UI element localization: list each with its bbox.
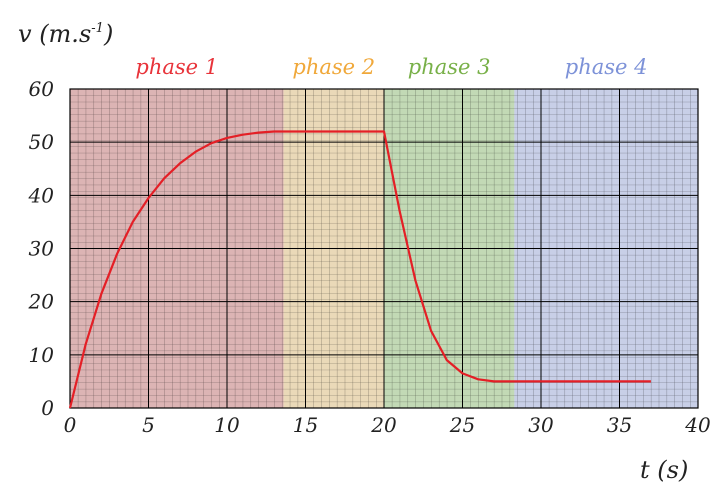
phase-label-1: phase 1 <box>135 55 218 79</box>
x-tick-label: 10 <box>214 413 240 437</box>
y-tick-label: 0 <box>41 396 54 420</box>
x-axis-title: t (s) <box>640 456 688 484</box>
x-tick-label: 0 <box>64 413 77 437</box>
y-tick-label: 10 <box>29 343 55 367</box>
x-tick-label: 35 <box>607 413 632 437</box>
x-tick-label: 25 <box>449 413 475 437</box>
major-grid <box>70 89 698 408</box>
x-tick-label: 20 <box>370 413 397 437</box>
y-tick-label: 60 <box>29 77 55 101</box>
plot-frame <box>69 88 699 409</box>
y-axis-title: v (m.s-1) <box>18 20 113 48</box>
phase-label-4: phase 4 <box>565 55 648 79</box>
x-tick-label: 40 <box>684 413 711 437</box>
y-tick-labels: 0 10 20 30 40 50 60 <box>28 77 55 420</box>
x-tick-label: 5 <box>142 413 155 437</box>
x-tick-label: 30 <box>528 413 554 437</box>
y-tick-label: 50 <box>29 130 55 154</box>
phase-label-2: phase 2 <box>292 55 375 79</box>
x-tick-labels: 0 5 10 15 20 25 30 35 40 <box>64 413 711 437</box>
velocity-curve <box>68 130 651 409</box>
y-tick-label: 20 <box>28 290 55 314</box>
phase-labels: phase 1 phase 2 phase 3 phase 4 <box>135 55 647 79</box>
y-tick-label: 40 <box>28 183 55 207</box>
x-tick-label: 15 <box>293 413 318 437</box>
phase-label-3: phase 3 <box>408 55 491 79</box>
y-tick-label: 30 <box>29 237 55 261</box>
